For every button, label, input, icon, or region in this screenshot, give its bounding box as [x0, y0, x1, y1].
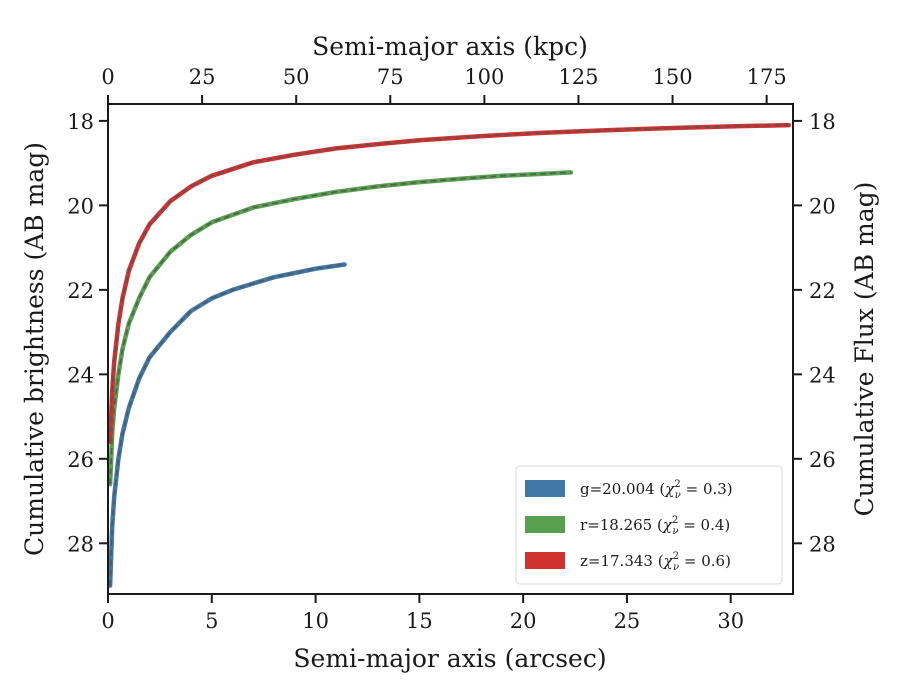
x-top-tick-label: 0	[101, 65, 114, 89]
y-tick-label: 22	[67, 279, 94, 303]
y-right-tick-label: 26	[809, 448, 836, 472]
y-tick-label: 26	[67, 448, 94, 472]
legend-label-z: z=17.343 (χ2 ν = 0.6)	[580, 551, 731, 573]
series-fit-line-z	[109, 124, 789, 442]
y-right-tick-label: 20	[809, 194, 836, 218]
legend: g=20.004 (χ2 ν = 0.3) r=18.265 (χ2 ν = 0.4)…	[515, 465, 783, 585]
x-top-tick-label: 25	[189, 65, 216, 89]
x-axis-label: Semi-major axis (arcsec)	[293, 644, 606, 673]
series-layer	[107, 122, 792, 588]
y-right-tick-label: 22	[809, 279, 836, 303]
y-right-tick-label: 28	[809, 532, 836, 556]
x-tick-label: 20	[510, 609, 537, 633]
legend-box	[515, 465, 783, 585]
x-tick-label: 5	[205, 609, 218, 633]
x-top-tick-label: 100	[464, 65, 504, 89]
series-fit-line-g	[109, 263, 345, 586]
x-tick-label: 30	[717, 609, 744, 633]
y-axis-label: Cumulative brightness (AB mag)	[20, 142, 49, 556]
y-tick-label: 18	[67, 110, 94, 134]
x-axis-top-label: Semi-major axis (kpc)	[312, 32, 588, 61]
y-tick-label: 28	[67, 532, 94, 556]
x-top-tick-label: 175	[747, 65, 787, 89]
y-right-tick-label: 18	[809, 110, 836, 134]
x-top-tick-label: 75	[377, 65, 404, 89]
x-tick-label: 0	[101, 609, 114, 633]
x-top-tick-label: 150	[653, 65, 693, 89]
x-tick-label: 10	[302, 609, 329, 633]
x-tick-label: 15	[406, 609, 433, 633]
ticks-layer: 0 5 10 15 20 25 30 0 25 50 75 100 125 150 175 18 18 20 20 2…	[67, 65, 835, 633]
legend-label-r: r=18.265 (χ2 ν = 0.4)	[580, 515, 730, 537]
y-tick-label: 24	[67, 363, 94, 387]
x-top-tick-label: 50	[283, 65, 310, 89]
series-fit-line-r	[109, 171, 571, 485]
legend-swatch-r	[525, 516, 565, 533]
y-axis-right-label: Cumulative Flux (AB mag)	[850, 182, 879, 517]
y-tick-label: 20	[67, 194, 94, 218]
x-tick-label: 25	[614, 609, 641, 633]
y-right-tick-label: 24	[809, 363, 836, 387]
legend-swatch-g	[525, 480, 565, 497]
legend-swatch-z	[525, 552, 565, 569]
x-top-tick-label: 125	[558, 65, 598, 89]
legend-label-g: g=20.004 (χ2 ν = 0.3)	[580, 479, 733, 501]
legend-items: g=20.004 (χ2 ν = 0.3) r=18.265 (χ2 ν = 0.4)…	[525, 479, 733, 573]
plot-frame	[107, 103, 794, 595]
